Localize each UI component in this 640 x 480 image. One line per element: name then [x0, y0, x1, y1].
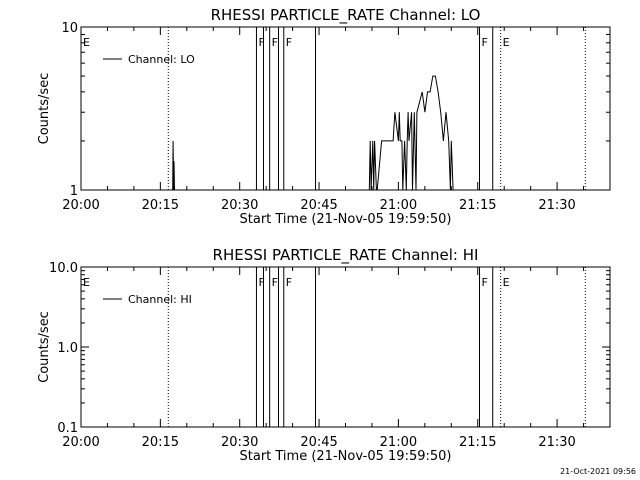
y-tick-label: 10.0 — [49, 261, 78, 276]
y-tick-label: 0.1 — [57, 421, 78, 436]
x-tick-label: 20:00 — [62, 198, 99, 213]
legend-entry: Channel: HI — [128, 293, 192, 306]
x-axis-label: Start Time (21-Nov-05 19:59:50) — [240, 449, 452, 464]
plot-frame — [80, 266, 611, 428]
event-marker-label: F — [258, 276, 264, 289]
series-line — [172, 75, 454, 191]
event-marker-label: F — [482, 36, 488, 49]
x-tick-label: 20:30 — [221, 198, 258, 213]
y-tick-label: 10 — [61, 21, 78, 36]
event-marker-label: F — [272, 276, 278, 289]
x-tick-label: 20:45 — [300, 198, 337, 213]
x-tick-label: 21:30 — [538, 198, 575, 213]
event-marker-label: E — [83, 276, 90, 289]
y-tick-label: 1.0 — [57, 341, 78, 356]
x-tick-label: 21:00 — [380, 198, 417, 213]
x-tick-label: 20:15 — [142, 198, 179, 213]
plot-frame — [80, 26, 611, 191]
event-marker-label: E — [503, 276, 510, 289]
x-tick-label: 21:15 — [459, 435, 496, 450]
timestamp: 21-Oct-2021 09:56 — [560, 467, 636, 476]
x-tick-label: 20:15 — [142, 435, 179, 450]
chart-title: RHESSI PARTICLE_RATE Channel: HI — [213, 246, 479, 265]
event-marker-label: F — [258, 36, 264, 49]
x-tick-label: 21:30 — [538, 435, 575, 450]
x-tick-label: 20:30 — [221, 435, 258, 450]
event-marker-label: F — [272, 36, 278, 49]
x-tick-label: 20:00 — [62, 435, 99, 450]
y-axis-label: Counts/sec — [37, 311, 52, 383]
panel-lo: RHESSI PARTICLE_RATE Channel: LO 20:00 20:… — [37, 6, 611, 227]
event-marker-label: F — [286, 36, 292, 49]
y-axis-label: Counts/sec — [37, 73, 52, 145]
panel-hi: RHESSI PARTICLE_RATE Channel: HI 20:00 20:… — [37, 246, 611, 464]
event-marker-label: F — [482, 276, 488, 289]
chart-title: RHESSI PARTICLE_RATE Channel: LO — [211, 6, 481, 25]
y-tick-label: 1 — [70, 184, 78, 199]
x-tick-label: 21:00 — [380, 435, 417, 450]
event-marker-label: E — [83, 36, 90, 49]
x-tick-label: 21:15 — [459, 198, 496, 213]
x-tick-label: 20:45 — [300, 435, 337, 450]
x-axis-label: Start Time (21-Nov-05 19:59:50) — [240, 212, 452, 227]
legend-entry: Channel: LO — [128, 53, 195, 66]
event-marker-label: E — [503, 36, 510, 49]
event-marker-label: F — [286, 276, 292, 289]
